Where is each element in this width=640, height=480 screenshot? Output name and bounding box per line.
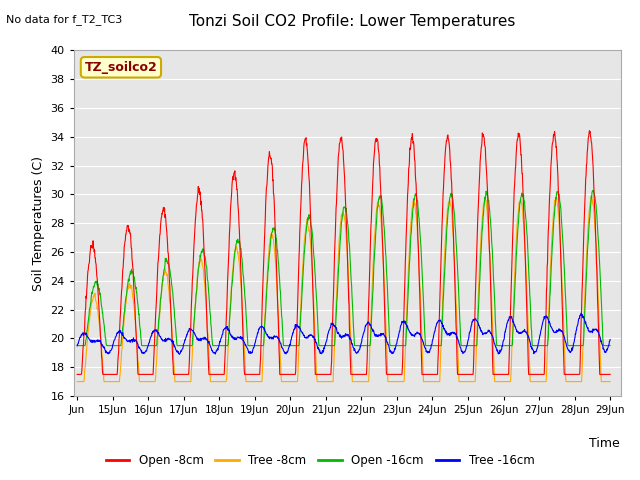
Legend: Open -8cm, Tree -8cm, Open -16cm, Tree -16cm: Open -8cm, Tree -8cm, Open -16cm, Tree -… bbox=[101, 449, 539, 472]
Text: TZ_soilco2: TZ_soilco2 bbox=[84, 61, 157, 74]
Text: Tonzi Soil CO2 Profile: Lower Temperatures: Tonzi Soil CO2 Profile: Lower Temperatur… bbox=[189, 14, 515, 29]
Y-axis label: Soil Temperatures (C): Soil Temperatures (C) bbox=[32, 156, 45, 291]
X-axis label: Time: Time bbox=[589, 437, 620, 450]
Text: No data for f_T2_TC3: No data for f_T2_TC3 bbox=[6, 14, 123, 25]
